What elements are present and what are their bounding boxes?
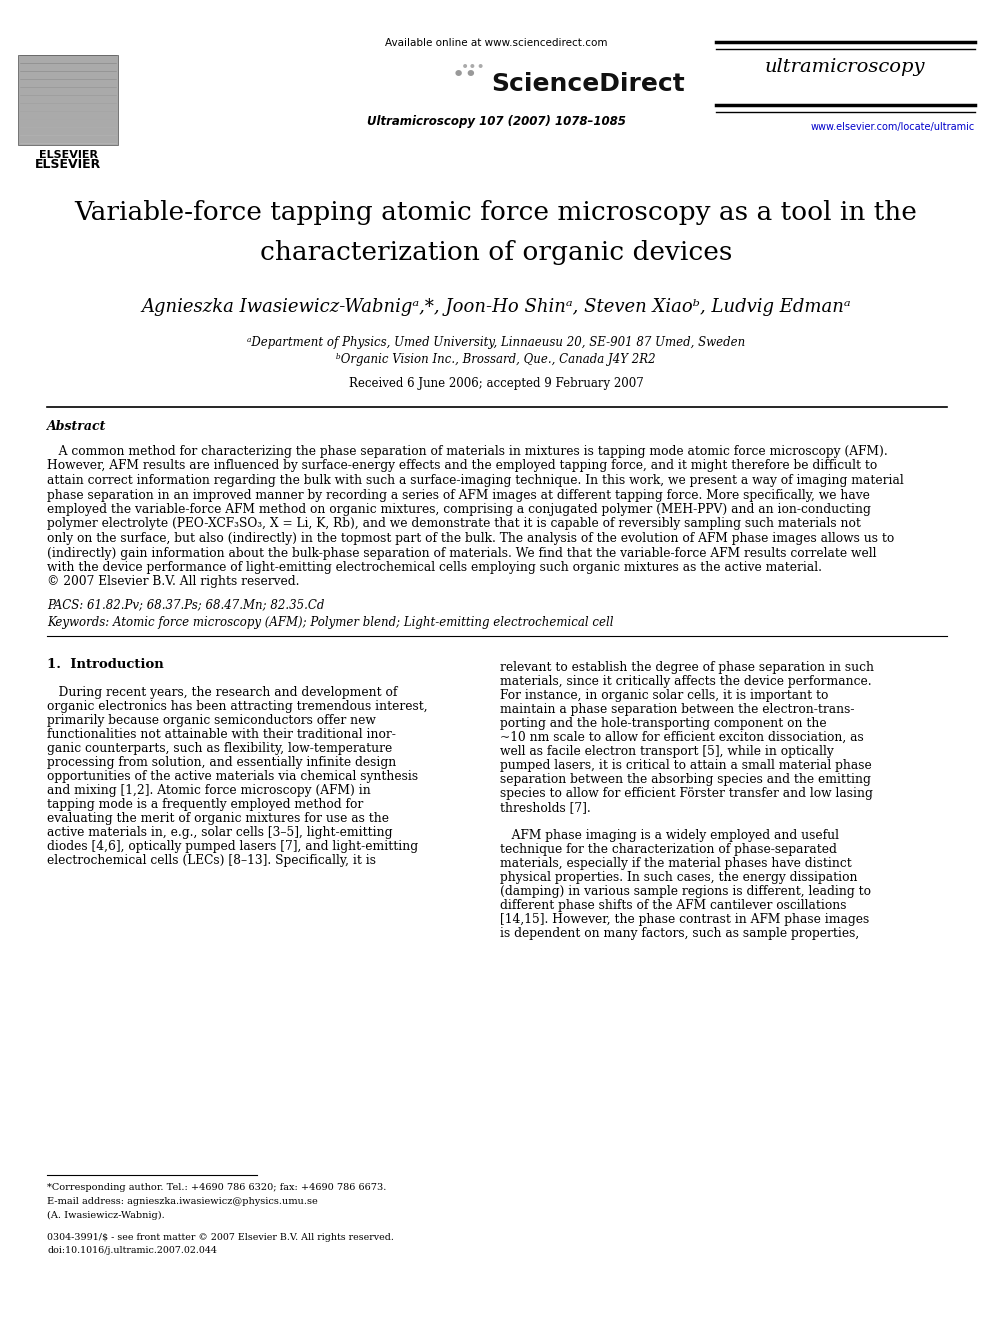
Text: ᵃDepartment of Physics, Umed University, Linnaeusu 20, SE-901 87 Umed, Sweden: ᵃDepartment of Physics, Umed University,… <box>247 336 745 349</box>
Text: ᵇOrganic Vision Inc., Brossard, Que., Canada J4Y 2R2: ᵇOrganic Vision Inc., Brossard, Que., Ca… <box>336 353 656 366</box>
Text: *Corresponding author. Tel.: +4690 786 6320; fax: +4690 786 6673.: *Corresponding author. Tel.: +4690 786 6… <box>47 1183 386 1192</box>
Text: •••: ••• <box>461 60 486 74</box>
Text: electrochemical cells (LECs) [8–13]. Specifically, it is: electrochemical cells (LECs) [8–13]. Spe… <box>47 855 376 867</box>
Text: ScienceDirect: ScienceDirect <box>491 71 684 97</box>
Text: www.elsevier.com/locate/ultramic: www.elsevier.com/locate/ultramic <box>810 122 975 132</box>
Text: ELSEVIER: ELSEVIER <box>39 149 97 160</box>
Text: primarily because organic semiconductors offer new: primarily because organic semiconductors… <box>47 714 376 728</box>
Text: opportunities of the active materials via chemical synthesis: opportunities of the active materials vi… <box>47 770 418 783</box>
Text: Abstract: Abstract <box>47 419 106 433</box>
Text: maintain a phase separation between the electron-trans-: maintain a phase separation between the … <box>500 703 854 716</box>
Text: materials, especially if the material phases have distinct: materials, especially if the material ph… <box>500 857 852 871</box>
Text: ••: •• <box>451 65 478 85</box>
Text: characterization of organic devices: characterization of organic devices <box>260 239 732 265</box>
Text: and mixing [1,2]. Atomic force microscopy (AFM) in: and mixing [1,2]. Atomic force microscop… <box>47 785 371 796</box>
Text: porting and the hole-transporting component on the: porting and the hole-transporting compon… <box>500 717 826 730</box>
Text: with the device performance of light-emitting electrochemical cells employing su: with the device performance of light-emi… <box>47 561 822 574</box>
Bar <box>18 56 118 146</box>
Text: thresholds [7].: thresholds [7]. <box>500 800 591 814</box>
Text: AFM phase imaging is a widely employed and useful: AFM phase imaging is a widely employed a… <box>500 830 839 841</box>
Text: different phase shifts of the AFM cantilever oscillations: different phase shifts of the AFM cantil… <box>500 900 846 912</box>
Text: 1.  Introduction: 1. Introduction <box>47 658 164 671</box>
Text: For instance, in organic solar cells, it is important to: For instance, in organic solar cells, it… <box>500 689 828 703</box>
Text: ~10 nm scale to allow for efficient exciton dissociation, as: ~10 nm scale to allow for efficient exci… <box>500 732 864 744</box>
Text: only on the surface, but also (indirectly) in the topmost part of the bulk. The : only on the surface, but also (indirectl… <box>47 532 894 545</box>
Text: A common method for characterizing the phase separation of materials in mixtures: A common method for characterizing the p… <box>47 445 888 458</box>
Text: (damping) in various sample regions is different, leading to: (damping) in various sample regions is d… <box>500 885 871 898</box>
Text: tapping mode is a frequently employed method for: tapping mode is a frequently employed me… <box>47 798 363 811</box>
Text: During recent years, the research and development of: During recent years, the research and de… <box>47 687 398 699</box>
Text: polymer electrolyte (PEO-XCF₃SO₃, X = Li, K, Rb), and we demonstrate that it is : polymer electrolyte (PEO-XCF₃SO₃, X = Li… <box>47 517 861 531</box>
Text: [14,15]. However, the phase contrast in AFM phase images: [14,15]. However, the phase contrast in … <box>500 913 869 926</box>
Text: Variable-force tapping atomic force microscopy as a tool in the: Variable-force tapping atomic force micr… <box>74 200 918 225</box>
Text: species to allow for efficient Förster transfer and low lasing: species to allow for efficient Förster t… <box>500 787 873 800</box>
Text: © 2007 Elsevier B.V. All rights reserved.: © 2007 Elsevier B.V. All rights reserved… <box>47 576 300 589</box>
Text: diodes [4,6], optically pumped lasers [7], and light-emitting: diodes [4,6], optically pumped lasers [7… <box>47 840 418 853</box>
Text: processing from solution, and essentially infinite design: processing from solution, and essentiall… <box>47 755 396 769</box>
Text: evaluating the merit of organic mixtures for use as the: evaluating the merit of organic mixtures… <box>47 812 389 826</box>
Text: (indirectly) gain information about the bulk-phase separation of materials. We f: (indirectly) gain information about the … <box>47 546 877 560</box>
Text: separation between the absorbing species and the emitting: separation between the absorbing species… <box>500 773 871 786</box>
Text: functionalities not attainable with their traditional inor-: functionalities not attainable with thei… <box>47 728 396 741</box>
Text: Keywords: Atomic force microscopy (AFM); Polymer blend; Light-emitting electroch: Keywords: Atomic force microscopy (AFM);… <box>47 617 613 628</box>
Text: employed the variable-force AFM method on organic mixtures, comprising a conjuga: employed the variable-force AFM method o… <box>47 503 871 516</box>
Text: organic electronics has been attracting tremendous interest,: organic electronics has been attracting … <box>47 700 428 713</box>
Text: relevant to establish the degree of phase separation in such: relevant to establish the degree of phas… <box>500 662 874 673</box>
Text: active materials in, e.g., solar cells [3–5], light-emitting: active materials in, e.g., solar cells [… <box>47 826 393 839</box>
Text: PACS: 61.82.Pv; 68.37.Ps; 68.47.Mn; 82.35.Cd: PACS: 61.82.Pv; 68.37.Ps; 68.47.Mn; 82.3… <box>47 598 324 611</box>
Text: ultramicroscopy: ultramicroscopy <box>765 58 926 75</box>
Text: materials, since it critically affects the device performance.: materials, since it critically affects t… <box>500 675 872 688</box>
Text: 0304-3991/$ - see front matter © 2007 Elsevier B.V. All rights reserved.: 0304-3991/$ - see front matter © 2007 El… <box>47 1233 394 1242</box>
Text: technique for the characterization of phase-separated: technique for the characterization of ph… <box>500 843 837 856</box>
Text: pumped lasers, it is critical to attain a small material phase: pumped lasers, it is critical to attain … <box>500 759 872 773</box>
Text: well as facile electron transport [5], while in optically: well as facile electron transport [5], w… <box>500 745 833 758</box>
Text: E-mail address: agnieszka.iwasiewicz@physics.umu.se: E-mail address: agnieszka.iwasiewicz@phy… <box>47 1197 317 1207</box>
Text: is dependent on many factors, such as sample properties,: is dependent on many factors, such as sa… <box>500 927 859 941</box>
Text: Available online at www.sciencedirect.com: Available online at www.sciencedirect.co… <box>385 38 607 48</box>
Text: ganic counterparts, such as flexibility, low-temperature: ganic counterparts, such as flexibility,… <box>47 742 392 755</box>
Text: physical properties. In such cases, the energy dissipation: physical properties. In such cases, the … <box>500 871 857 884</box>
Text: Received 6 June 2006; accepted 9 February 2007: Received 6 June 2006; accepted 9 Februar… <box>348 377 644 390</box>
Text: Ultramicroscopy 107 (2007) 1078–1085: Ultramicroscopy 107 (2007) 1078–1085 <box>367 115 625 128</box>
Text: ELSEVIER: ELSEVIER <box>35 157 101 171</box>
Text: doi:10.1016/j.ultramic.2007.02.044: doi:10.1016/j.ultramic.2007.02.044 <box>47 1246 217 1256</box>
Text: phase separation in an improved manner by recording a series of AFM images at di: phase separation in an improved manner b… <box>47 488 870 501</box>
Text: Agnieszka Iwasiewicz-Wabnigᵃ,*, Joon-Ho Shinᵃ, Steven Xiaoᵇ, Ludvig Edmanᵃ: Agnieszka Iwasiewicz-Wabnigᵃ,*, Joon-Ho … <box>141 298 851 316</box>
Text: attain correct information regarding the bulk with such a surface-imaging techni: attain correct information regarding the… <box>47 474 904 487</box>
Text: (A. Iwasiewicz-Wabnig).: (A. Iwasiewicz-Wabnig). <box>47 1211 165 1220</box>
Text: However, AFM results are influenced by surface-energy effects and the employed t: However, AFM results are influenced by s… <box>47 459 877 472</box>
